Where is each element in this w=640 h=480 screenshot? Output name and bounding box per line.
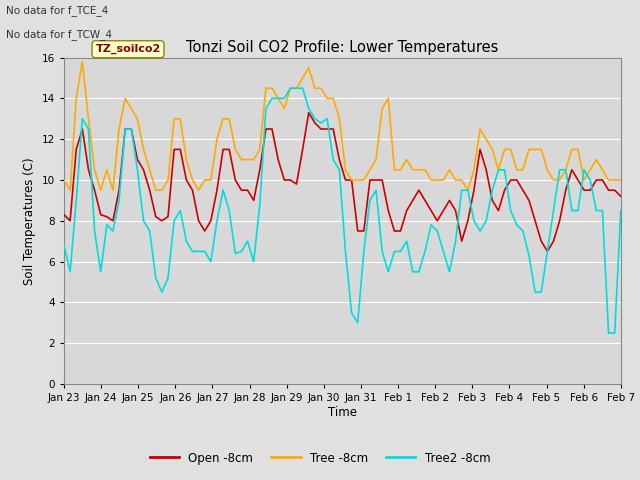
Text: TZ_soilco2: TZ_soilco2 — [95, 44, 161, 54]
Title: Tonzi Soil CO2 Profile: Lower Temperatures: Tonzi Soil CO2 Profile: Lower Temperatur… — [186, 40, 499, 55]
X-axis label: Time: Time — [328, 406, 357, 419]
Text: No data for f_TCW_4: No data for f_TCW_4 — [6, 29, 113, 40]
Legend: Open -8cm, Tree -8cm, Tree2 -8cm: Open -8cm, Tree -8cm, Tree2 -8cm — [145, 447, 495, 469]
Y-axis label: Soil Temperatures (C): Soil Temperatures (C) — [23, 157, 36, 285]
Text: No data for f_TCE_4: No data for f_TCE_4 — [6, 5, 109, 16]
